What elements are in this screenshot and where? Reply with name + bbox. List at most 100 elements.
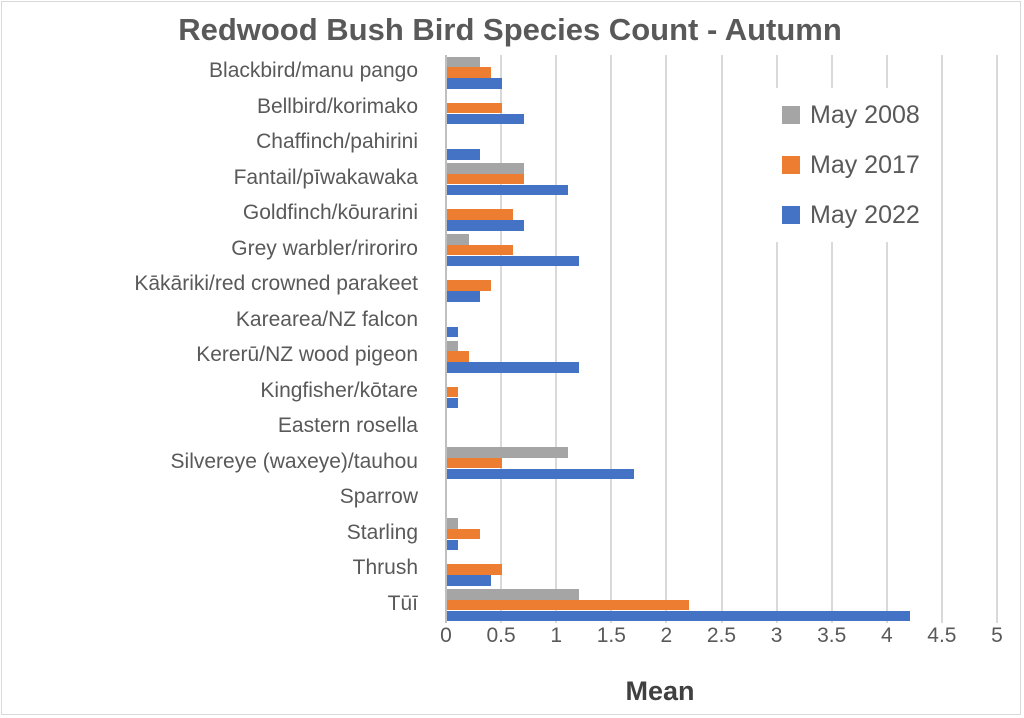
category-group [446,92,998,128]
category-label: Karearea/NZ falcon [235,307,418,331]
x-tick-label: 4.5 [927,624,957,647]
gridline [720,55,723,623]
bar [447,539,459,551]
legend: May 2008 May 2017 May 2022 [776,88,926,242]
category-group [446,518,998,554]
bar [447,113,525,125]
bar [447,518,459,529]
bar [447,457,503,469]
category-label: Starling [346,520,418,544]
category-group [446,163,998,199]
bar [447,220,525,231]
gridline [555,55,558,623]
legend-item: May 2008 [782,90,920,140]
bar [447,280,492,291]
gridline [940,55,943,623]
category-group [446,554,998,590]
x-tick-label: 0 [440,624,452,647]
category-group [446,376,998,412]
bar [447,447,569,458]
category-group [446,412,998,448]
x-tick-label: 2.5 [706,624,737,647]
category-label: Kererū/NZ wood pigeon [196,343,418,366]
gridline [996,55,998,623]
bar [447,564,503,575]
bar [447,468,635,480]
bar [447,56,481,67]
category-label: Chaffinch/pahirini [256,130,418,153]
y-axis-line [445,55,447,623]
legend-label: May 2022 [810,200,920,229]
category-label: Kingfisher/kōtare [260,378,418,402]
legend-swatch-icon [782,156,800,174]
category-group [446,483,998,519]
bar [447,351,470,362]
category-group [446,447,998,483]
bar [447,599,690,611]
bar [447,234,470,245]
legend-item: May 2017 [782,140,920,190]
bar [447,184,569,196]
category-group [446,589,998,625]
bar [447,340,459,351]
legend-swatch-icon [782,106,800,124]
category-label: Tūī [387,591,418,615]
category-label: Silvereye (waxeye)/tauhou [170,449,418,473]
bar [447,149,481,160]
x-axis-label: Mean [625,676,695,706]
category-group [446,305,998,341]
category-label: Thrush [352,556,418,579]
bar [447,244,514,256]
gridline [610,55,613,623]
chart-title: Redwood Bush Bird Species Count - Autumn [178,12,842,47]
category-group [446,56,998,93]
bar [447,362,580,373]
bar [447,291,481,302]
category-group [446,270,998,306]
category-label: Bellbird/korimako [256,94,418,118]
bar [447,78,503,89]
bar [447,610,910,622]
gridline [885,55,888,623]
x-tick-label: 3.5 [817,624,847,647]
x-tick-label: 2 [660,624,673,647]
category-label: Fantail/pīwakawaka [233,165,418,189]
x-tick-label: 1.5 [596,624,626,647]
category-group [446,128,998,164]
legend-item: May 2022 [782,190,920,240]
gridline [500,55,503,623]
category-group [446,234,998,270]
plot-area [445,55,998,625]
legend-swatch-icon [782,206,800,224]
bar [447,102,503,114]
category-group [446,199,998,235]
bar [447,326,459,338]
bar [447,209,514,220]
category-label: Eastern rosella [277,414,418,437]
x-tick-label: 5 [991,624,1003,647]
bar [447,397,459,409]
bar [447,255,580,267]
category-label: Grey warbler/riroriro [231,236,418,260]
x-tick-label: 3 [770,624,783,647]
x-tick-label: 0.5 [486,624,516,647]
x-tick-label: 1 [550,624,563,647]
category-label: Sparrow [339,485,418,508]
bar [447,163,525,174]
gridline [830,55,833,623]
bar [447,528,481,540]
x-tick-label: 4 [880,624,893,647]
category-label: Blackbird/manu pango [209,59,418,82]
bar [447,575,492,586]
bar [447,386,459,398]
legend-label: May 2008 [810,100,920,129]
category-label: Goldfinch/kōurarini [242,201,418,224]
category-group [446,340,998,377]
legend-label: May 2017 [810,150,920,179]
category-label: Kākāriki/red crowned parakeet [134,272,418,295]
gridline [775,55,778,623]
gridline [665,55,668,623]
bar [447,173,525,185]
bar [447,67,492,78]
